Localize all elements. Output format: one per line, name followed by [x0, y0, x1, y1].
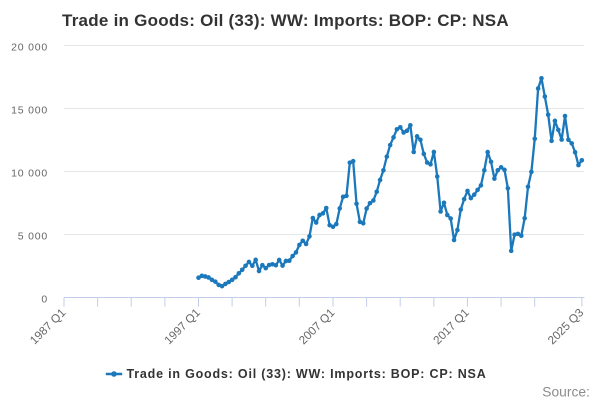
svg-text:10 000: 10 000 — [11, 168, 48, 180]
svg-text:Trade in Goods: Oil (33): WW:: Trade in Goods: Oil (33): WW: Imports: B… — [62, 11, 509, 30]
svg-text:15 000: 15 000 — [11, 105, 48, 117]
svg-text:5 000: 5 000 — [18, 231, 48, 243]
svg-text:0: 0 — [41, 294, 48, 306]
svg-text:Source:: Source: — [542, 384, 590, 399]
svg-text:20 000: 20 000 — [11, 42, 48, 54]
svg-text:Trade in Goods: Oil (33): WW:: Trade in Goods: Oil (33): WW: Imports: B… — [127, 367, 487, 381]
